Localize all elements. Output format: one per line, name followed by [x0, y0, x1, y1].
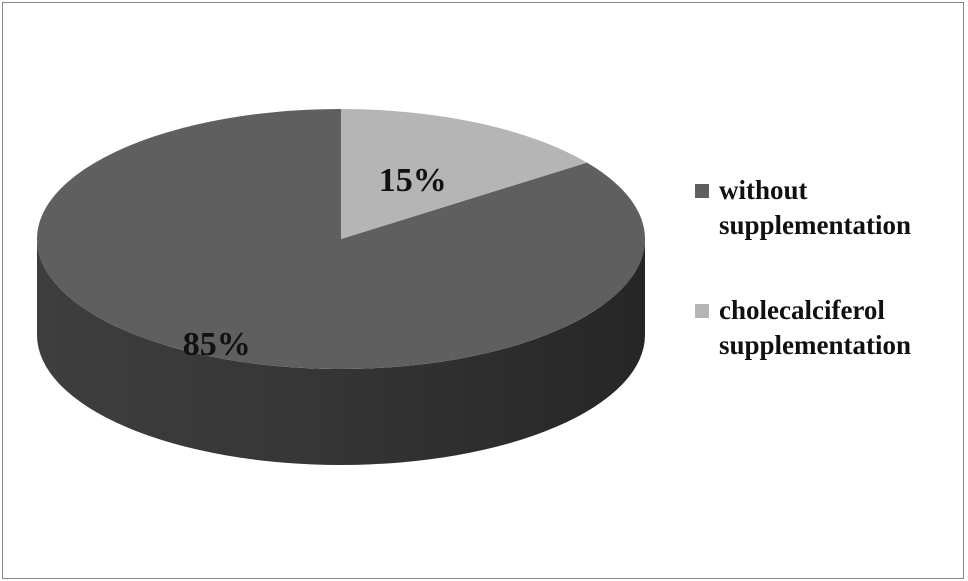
- legend-item-cholecalciferol-supplementation: cholecalciferol supplementation: [695, 293, 957, 363]
- pie-side-without-supplementation: [37, 239, 645, 465]
- data-label-cholecalciferol-supplementation: 15%: [379, 162, 447, 199]
- data-label-without-supplementation: 85%: [183, 326, 251, 363]
- pie-chart: 85% 15%: [37, 109, 646, 465]
- legend-swatch-cholecalciferol-supplementation: [695, 304, 709, 318]
- pie-slice-cholecalciferol-supplementation: [341, 109, 587, 239]
- legend-swatch-without-supplementation: [695, 184, 709, 198]
- legend-label-without-supplementation: without supplementation: [719, 175, 912, 240]
- legend-item-without-supplementation: without supplementation: [695, 173, 957, 243]
- legend: without supplementation cholecalciferol …: [695, 173, 957, 413]
- pie-slice-without-supplementation: [37, 109, 646, 369]
- legend-label-cholecalciferol-supplementation: cholecalciferol supplementation: [719, 295, 912, 360]
